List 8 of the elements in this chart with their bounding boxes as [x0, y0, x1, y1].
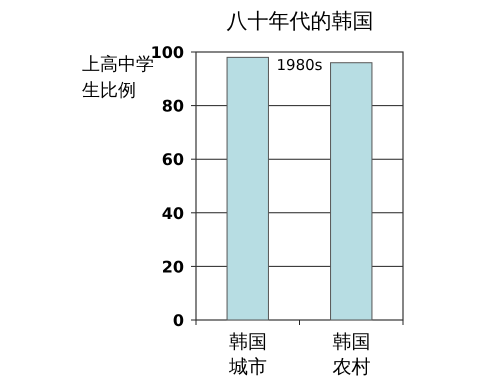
y-tick-label: 20: [162, 257, 184, 276]
ylabel: 上高中学生比例: [82, 54, 154, 101]
y-tick-label: 80: [162, 96, 184, 116]
y-tick-label: 40: [162, 204, 184, 223]
annotation: 1980s: [276, 56, 322, 74]
y-tick-label: 0: [172, 311, 184, 330]
title: 八十年代的韩国: [226, 9, 374, 33]
y-tick-label: 60: [162, 150, 184, 170]
